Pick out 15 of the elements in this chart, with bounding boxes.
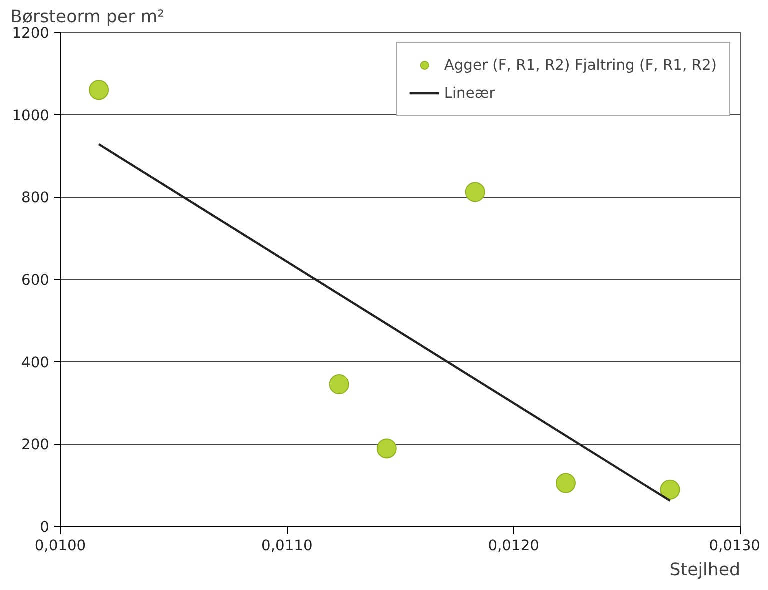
- y-tick-label: 400: [22, 354, 50, 372]
- x-tick-label: 0,0120: [488, 538, 540, 554]
- x-tick-label: 0,0110: [262, 538, 313, 554]
- y-tick-label: 1000: [12, 107, 50, 124]
- y-tick-label: 1200: [12, 25, 50, 42]
- y-tick-label: 0: [40, 519, 50, 536]
- legend-label: Agger (F, R1, R2) Fjaltring (F, R1, R2): [444, 56, 717, 74]
- legend-label: Lineær: [444, 84, 496, 102]
- y-tick-label: 200: [22, 436, 50, 454]
- y-tick-label: 800: [22, 190, 50, 207]
- y-tick-label: 600: [22, 272, 50, 289]
- x-tick-label: 0,0100: [34, 538, 86, 554]
- x-axis-title: Stejlhed: [670, 560, 741, 580]
- x-tick-label: 0,0130: [709, 538, 761, 554]
- y-axis-title: Børsteorm per m²: [10, 8, 165, 28]
